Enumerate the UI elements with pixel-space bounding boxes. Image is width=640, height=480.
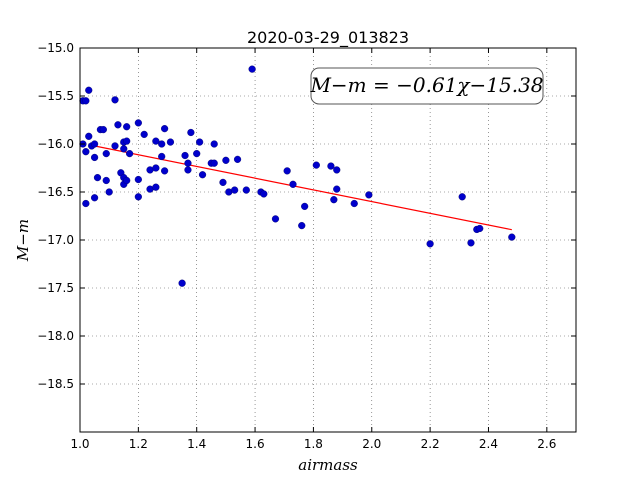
data-point: [111, 142, 119, 150]
x-tick-label: 2.2: [421, 437, 440, 451]
data-point: [365, 191, 373, 199]
data-point: [120, 145, 128, 153]
data-point: [85, 86, 93, 94]
data-point: [233, 155, 242, 163]
data-point: [333, 166, 341, 174]
data-point: [271, 215, 280, 223]
data-point: [102, 176, 110, 185]
x-axis-label: airmass: [298, 456, 358, 474]
data-point: [123, 137, 131, 145]
data-point: [187, 128, 195, 137]
data-point: [90, 153, 99, 162]
data-point: [198, 171, 207, 179]
data-point: [102, 150, 110, 158]
x-tick-label: 1.2: [129, 437, 148, 451]
data-point: [350, 199, 358, 208]
data-point: [476, 224, 484, 233]
y-tick-label: −15.0: [37, 41, 74, 55]
data-point: [248, 65, 256, 73]
data-point: [82, 148, 90, 156]
data-point: [426, 240, 434, 248]
data-point: [161, 167, 169, 175]
data-point: [90, 194, 99, 202]
data-point: [85, 132, 93, 140]
data-point: [330, 196, 338, 204]
data-point: [178, 279, 186, 287]
data-point: [222, 156, 230, 164]
y-tick-label: −17.5: [37, 281, 74, 295]
y-axis-label: M−m: [14, 219, 32, 262]
data-point: [140, 130, 148, 139]
data-point: [260, 190, 268, 198]
x-tick-label: 2.4: [479, 437, 498, 451]
data-point: [508, 233, 516, 241]
data-point: [166, 138, 175, 146]
data-point: [193, 150, 201, 158]
data-point: [158, 152, 166, 161]
y-tick-label: −16.0: [37, 137, 74, 151]
data-point: [231, 186, 239, 194]
y-tick-label: −17.0: [37, 233, 74, 247]
data-point: [242, 186, 250, 194]
data-point: [93, 174, 102, 182]
y-tick-label: −18.0: [37, 329, 74, 343]
data-point: [99, 126, 107, 134]
data-point: [158, 140, 166, 148]
data-point: [458, 193, 466, 201]
y-tick-label: −18.5: [37, 377, 74, 391]
data-point: [123, 176, 131, 185]
x-tick-label: 1.0: [70, 437, 89, 451]
data-point: [210, 159, 218, 167]
data-point: [152, 164, 160, 172]
data-point: [105, 188, 113, 196]
data-points: [79, 65, 516, 287]
data-point: [152, 183, 160, 191]
data-point: [467, 239, 475, 247]
data-point: [184, 166, 192, 174]
data-point: [301, 202, 309, 211]
data-point: [196, 138, 204, 146]
data-point: [181, 151, 189, 160]
x-tick-label: 2.6: [537, 437, 556, 451]
data-point: [333, 185, 341, 193]
x-tick-label: 1.4: [187, 437, 206, 451]
data-point: [126, 150, 134, 158]
data-point: [327, 162, 335, 170]
fit-annotation-box: M−m = −0.61χ−15.38: [309, 67, 544, 105]
data-point: [312, 161, 320, 169]
data-point: [219, 178, 227, 187]
data-point: [298, 222, 306, 230]
y-tick-label: −15.5: [37, 89, 74, 103]
y-tick-label: −16.5: [37, 185, 74, 199]
data-point: [161, 125, 169, 133]
data-point: [210, 140, 218, 148]
data-point: [289, 180, 297, 188]
data-point: [111, 96, 119, 104]
data-point: [134, 193, 142, 201]
data-point: [90, 140, 99, 148]
data-point: [123, 123, 131, 131]
data-point: [134, 175, 142, 184]
data-point: [82, 97, 90, 105]
data-point: [114, 121, 122, 129]
fit-equation: M−m = −0.61χ−15.38: [309, 73, 543, 97]
data-point: [283, 167, 291, 175]
data-point: [82, 199, 90, 208]
data-point: [184, 159, 192, 167]
chart-title: 2020-03-29_013823: [247, 28, 409, 48]
x-tick-label: 2.0: [362, 437, 381, 451]
x-tick-label: 1.8: [304, 437, 323, 451]
data-point: [134, 119, 142, 127]
x-tick-label: 1.6: [246, 437, 265, 451]
data-point: [152, 137, 160, 145]
axis-ticks: 1.0 1.2 1.4 1.6 1.8 2.0 2.2 2.4 2.6 −15.0 −15.5 −16…: [37, 41, 576, 451]
